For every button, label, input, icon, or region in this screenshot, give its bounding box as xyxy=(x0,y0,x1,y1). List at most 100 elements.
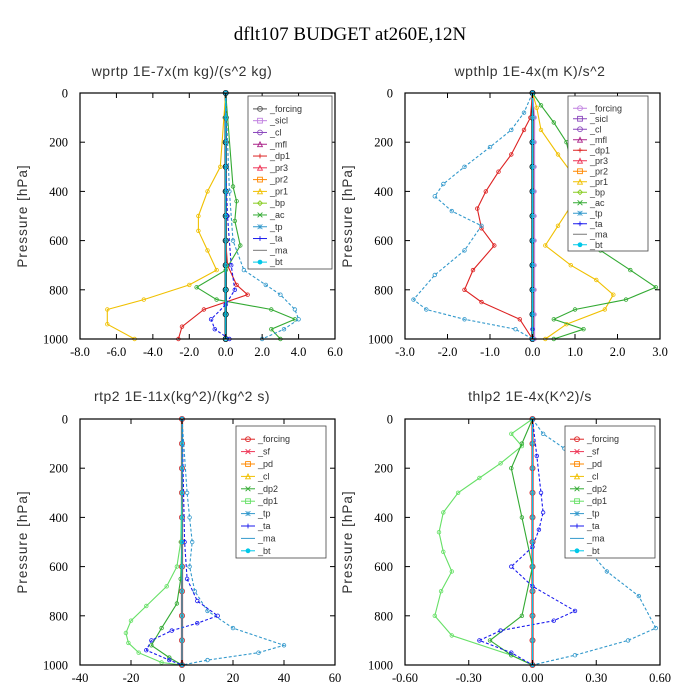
legend-entry: _cl xyxy=(573,124,602,134)
data-point xyxy=(551,317,556,322)
legend-marker xyxy=(257,259,263,265)
panel-title: thlp2 1E-4x(K^2)/s xyxy=(468,388,592,404)
data-point xyxy=(179,613,185,618)
data-point xyxy=(230,238,236,243)
legend-label: _tp xyxy=(586,509,600,519)
data-point xyxy=(223,213,228,219)
legend-label: _dp1 xyxy=(589,145,610,155)
x-tick-label: 0.60 xyxy=(649,671,671,685)
legend-entry: _forcing xyxy=(570,434,619,444)
data-point xyxy=(159,625,164,631)
data-point xyxy=(530,287,535,292)
data-point xyxy=(194,285,199,290)
series-bt xyxy=(179,416,185,668)
data-point xyxy=(530,164,535,169)
legend-entry: _dp1 xyxy=(573,145,610,155)
legend-entry: _tp xyxy=(253,222,283,232)
legend-marker xyxy=(245,510,251,517)
legend-label: _pr1 xyxy=(589,177,608,187)
data-point xyxy=(179,324,185,329)
legend-label: _dp1 xyxy=(257,496,278,506)
data-point xyxy=(164,584,169,589)
data-point xyxy=(530,312,535,317)
legend-entry: _bt xyxy=(570,546,600,556)
data-point xyxy=(179,589,185,594)
legend-label: _ac xyxy=(269,210,285,220)
y-axis-label: Pressure [hPa] xyxy=(340,490,355,593)
legend-marker xyxy=(577,221,583,227)
legend-marker xyxy=(577,105,583,112)
legend-entry: _pd xyxy=(570,459,602,469)
data-point xyxy=(534,453,539,459)
legend-marker xyxy=(577,126,583,133)
data-point xyxy=(572,608,578,614)
legend-label: _forcing xyxy=(257,434,290,444)
data-point xyxy=(509,127,514,133)
data-point xyxy=(487,144,493,150)
legend: _forcing _sf _pd _cl _dp2 _dp1 _tp _ta _ma _bt xyxy=(235,425,327,559)
x-tick-label: 2.0 xyxy=(254,345,270,359)
legend-marker xyxy=(257,106,263,112)
legend-label: _pd xyxy=(586,459,602,469)
legend-entry: _pr1 xyxy=(573,177,608,187)
data-point xyxy=(594,277,599,283)
legend-label: _mfl xyxy=(269,139,287,149)
data-point xyxy=(498,628,503,633)
data-point xyxy=(509,466,514,471)
data-point xyxy=(441,510,446,515)
data-point xyxy=(187,564,192,569)
panel-title: rtp2 1E-11x(kg^2)/(kg^2 s) xyxy=(94,388,270,404)
data-point xyxy=(105,307,110,312)
data-point xyxy=(230,184,236,189)
legend-label: _bt xyxy=(586,546,600,556)
data-point xyxy=(530,515,535,520)
data-point xyxy=(530,589,535,594)
legend-marker xyxy=(577,115,583,122)
data-point xyxy=(263,282,268,288)
legend-entry: _tp xyxy=(241,509,271,519)
data-point xyxy=(530,564,535,569)
legend-entry: _ta xyxy=(570,521,600,531)
legend-entry: _sicl xyxy=(573,114,608,124)
data-point xyxy=(192,589,197,594)
legend-marker xyxy=(577,210,583,216)
data-point xyxy=(530,115,535,120)
legend-marker xyxy=(257,176,263,183)
legend-marker xyxy=(256,187,264,195)
data-point xyxy=(205,189,210,194)
data-point xyxy=(462,287,467,292)
plot-frame xyxy=(79,92,336,340)
data-point xyxy=(245,292,250,297)
legend-label: _sf xyxy=(257,447,271,457)
data-point xyxy=(530,490,535,495)
data-point xyxy=(551,618,556,623)
data-point xyxy=(530,213,535,219)
data-point xyxy=(432,194,437,199)
legend-marker xyxy=(257,117,263,124)
x-tick-label: -4.0 xyxy=(143,345,163,359)
x-tick-label: -6.0 xyxy=(107,345,127,359)
data-point xyxy=(492,243,497,248)
series-tp xyxy=(411,90,535,342)
legend-label: _dp1 xyxy=(586,496,607,506)
legend-entry: _forcing xyxy=(241,434,290,444)
data-point xyxy=(572,653,578,658)
data-point xyxy=(128,618,134,623)
x-tick-label: -40 xyxy=(72,671,89,685)
legend-marker xyxy=(574,461,580,467)
x-tick-label: 40 xyxy=(278,671,291,685)
data-point xyxy=(179,441,185,446)
legend-label: _ta xyxy=(586,521,600,531)
data-point xyxy=(530,466,535,471)
series-dp1 xyxy=(462,90,535,342)
data-point xyxy=(195,621,200,626)
data-point xyxy=(636,593,641,599)
legend-entry: _dp1 xyxy=(253,151,290,161)
data-point xyxy=(187,515,192,520)
series-line xyxy=(181,418,286,666)
legend-entry: _ac xyxy=(253,210,285,220)
data-point xyxy=(540,431,546,436)
data-point xyxy=(449,633,454,638)
legend-label: _cl xyxy=(257,471,270,481)
legend-label: _tp xyxy=(589,208,603,218)
